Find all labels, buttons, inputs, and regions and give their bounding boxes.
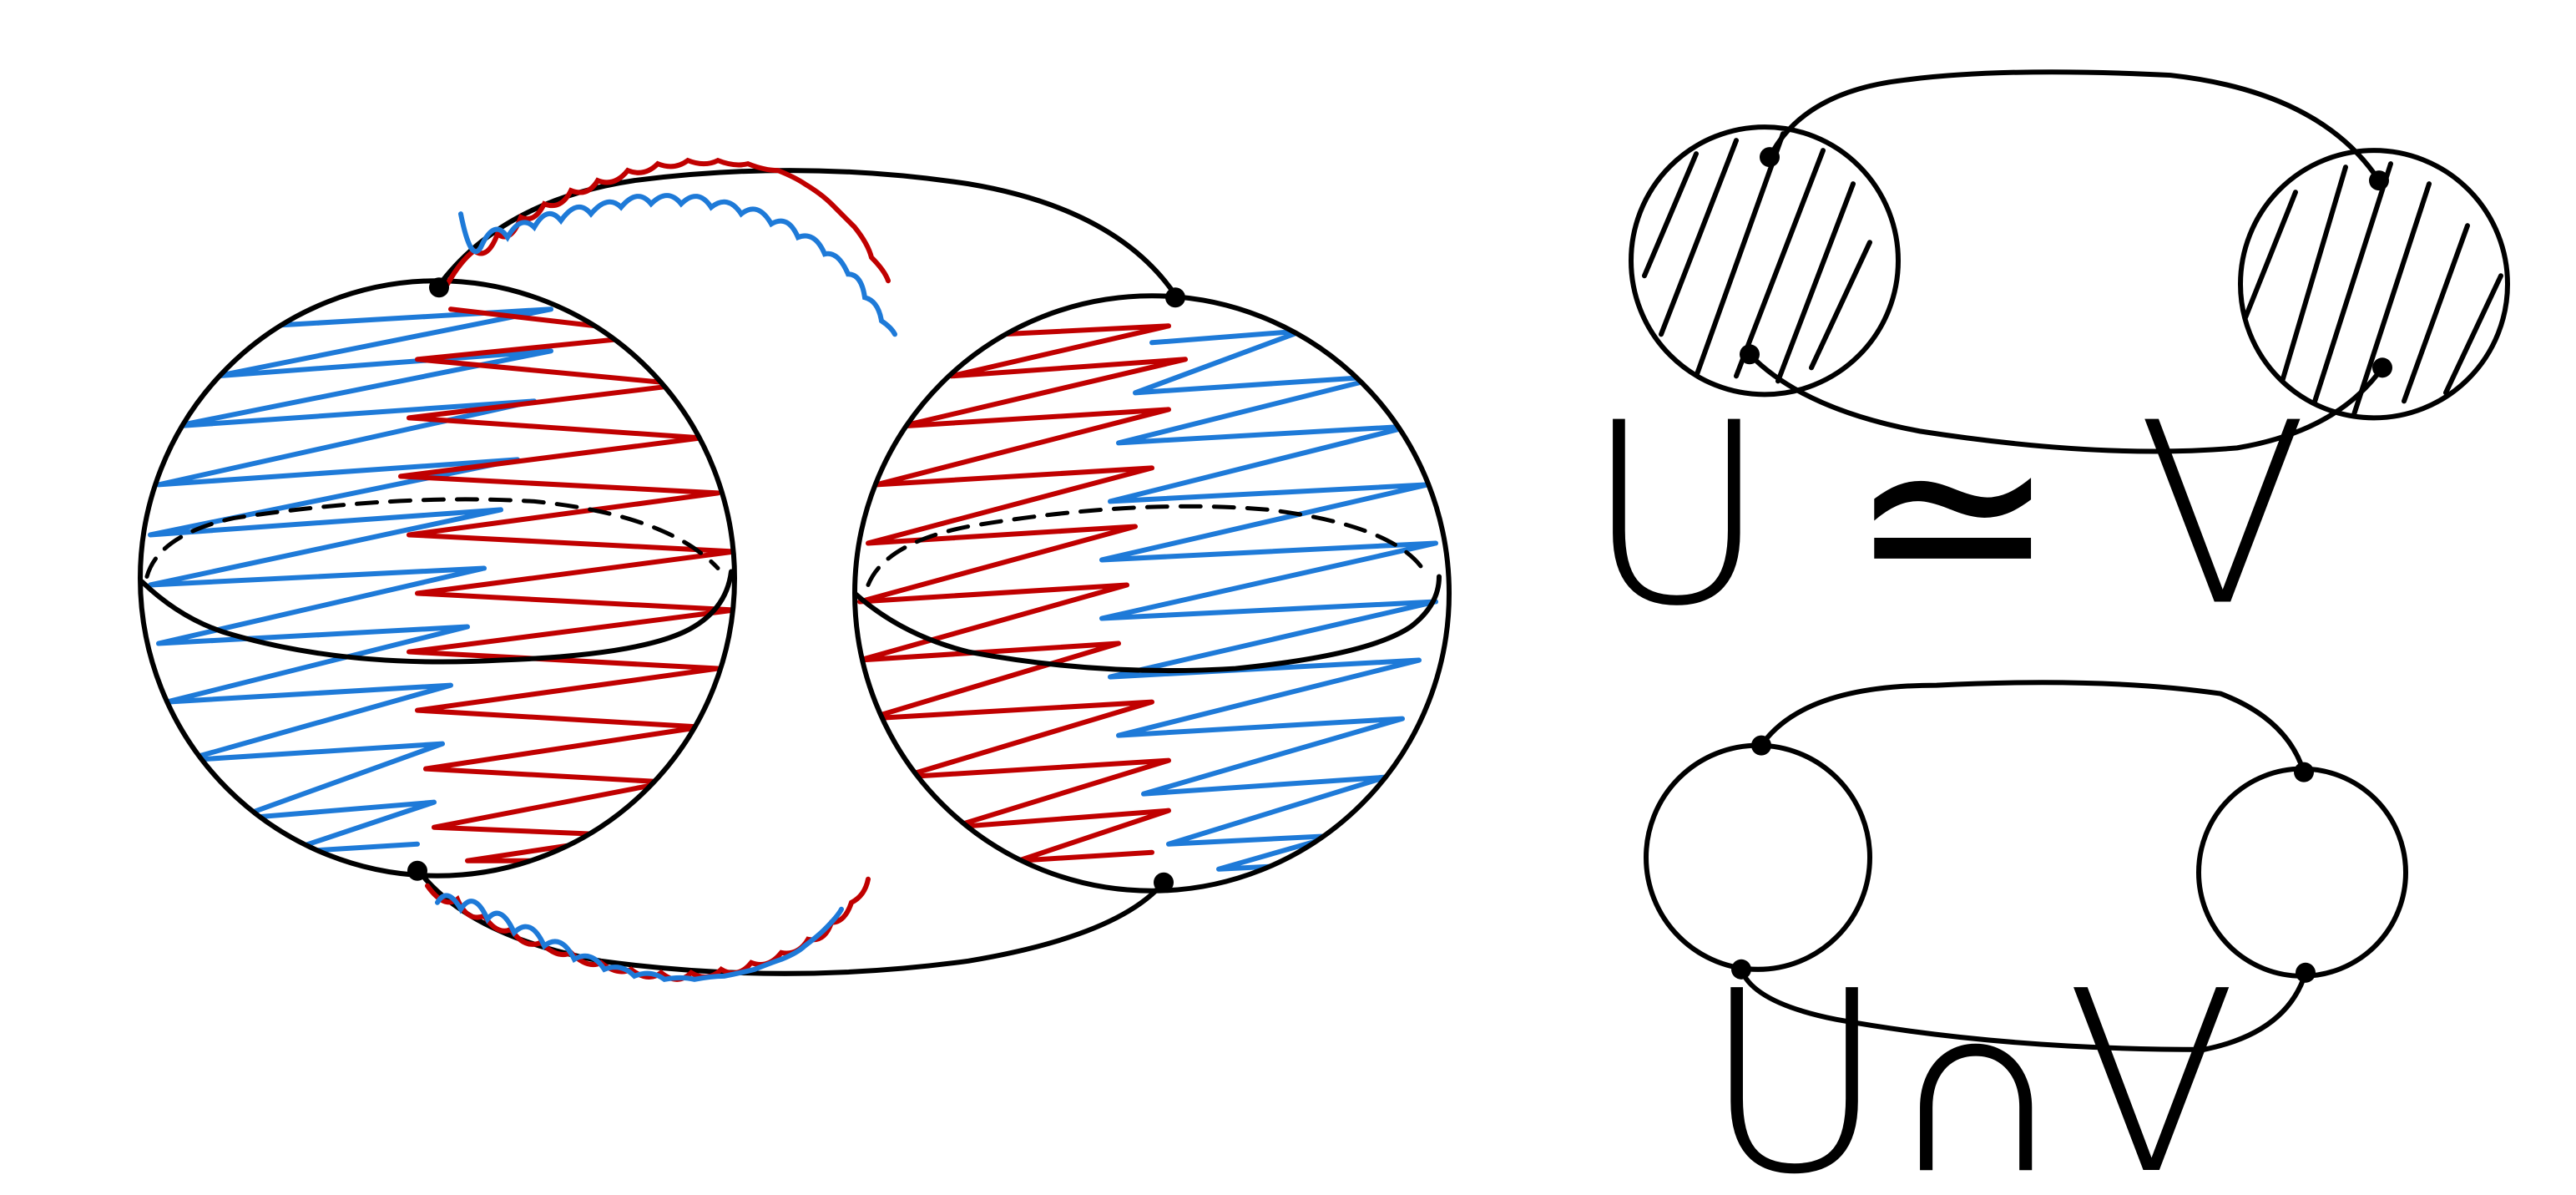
circle-1-top-point [1751,735,1771,756]
top-right-diagram: U ≃ V [1585,69,2510,661]
bottom-right-upper-arc [1759,680,2306,775]
left-diagram [138,157,1452,983]
right-sphere-top-point [1165,287,1185,308]
left-sphere-equator-back [144,497,720,579]
disk-1-top-point [1760,147,1780,168]
left-sphere-blue-scribble [148,306,553,855]
top-right-lower-arc [1747,352,2385,454]
left-sphere-shading [148,306,735,863]
right-sphere-shading [857,323,1438,872]
disk-1-bottom-point [1740,344,1760,365]
disk-2-top-point [2369,170,2389,191]
disk-1-outline [1629,124,1901,397]
top-right-upper-arc [1767,69,2382,184]
left-sphere-equator-front [139,569,734,665]
circle-2-top-point [2294,762,2314,782]
disk-2-outline [2238,148,2510,421]
homotopy-label: U ≃ V [1585,368,2309,661]
bottom-right-diagram: U∩V [1644,680,2408,1195]
right-sphere-bottom-point [1154,872,1174,893]
circle-2-bottom-point [2296,962,2316,983]
right-sphere-blue-scribble [1099,328,1438,872]
right-sphere-equator-front [852,574,1442,674]
bottom-arc-blue-wiggle [435,893,844,983]
right-sphere-red-scribble [857,323,1188,863]
top-connecting-arc [435,168,1179,301]
disk-2-bottom-point [2372,357,2392,378]
intersection-label: U∩V [1703,937,2237,1195]
circle-1-outline [1644,742,1872,972]
circle-1-bottom-point [1731,959,1751,980]
left-sphere-top-point [429,277,449,298]
disk-2-hatching [2243,161,2503,418]
disk-1-hatching [1642,131,1872,384]
left-sphere-red-scribble [398,306,735,863]
top-arc-blue-wiggle [458,193,897,337]
left-sphere-bottom-point [407,860,427,881]
bottom-right-lower-arc [1739,966,2308,1052]
